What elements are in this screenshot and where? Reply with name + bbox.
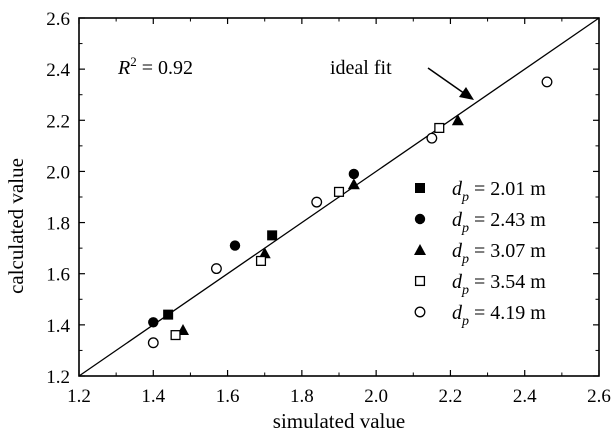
ideal-fit-arrow-shaft	[427, 67, 469, 97]
legend-marker-4	[414, 275, 426, 287]
data-point-series-5	[311, 196, 323, 208]
x-axis-label: simulated value	[273, 409, 405, 433]
y-tick-label: 2.4	[46, 60, 70, 81]
legend-label-2: dp = 2.43 m	[452, 209, 546, 236]
y-tick-label: 2.2	[46, 111, 70, 132]
data-point-series-4	[434, 122, 445, 134]
legend-marker-2	[414, 213, 426, 225]
y-tick-label: 2.0	[46, 162, 70, 183]
r2-annotation: R2 = 0.92	[117, 54, 193, 79]
legend-label-5: dp = 4.19 m	[452, 302, 546, 329]
ideal-fit-label: ideal fit	[330, 57, 392, 79]
legend-label-3: dp = 3.07 m	[452, 240, 546, 267]
r2-value: = 0.92	[137, 57, 193, 79]
data-point-series-1	[163, 309, 174, 320]
x-tick-label: 2.0	[364, 386, 388, 407]
data-point-series-3	[347, 178, 360, 190]
legend-label-1: dp = 2.01 m	[452, 178, 546, 205]
y-tick-label: 1.2	[46, 367, 70, 388]
data-point-series-2	[148, 317, 159, 328]
data-point-series-4	[255, 255, 267, 266]
y-tick-label: 2.6	[46, 9, 70, 30]
data-point-series-3	[451, 114, 464, 126]
legend-marker-1	[415, 183, 425, 193]
y-axis-label: calculated value	[4, 158, 28, 294]
data-point-series-2	[229, 240, 241, 251]
y-tick-label: 1.4	[46, 316, 70, 337]
data-point-series-3	[258, 247, 271, 259]
x-tick-label: 1.2	[67, 386, 91, 407]
data-point-series-4	[170, 330, 181, 341]
data-point-series-4	[333, 186, 345, 197]
x-tick-label: 2.4	[513, 386, 537, 407]
x-tick-label: 1.4	[141, 386, 165, 407]
data-point-series-2	[348, 168, 360, 180]
legend: dp = 2.01 m dp = 2.43 m dp = 3.07 m dp = 3.…	[414, 178, 546, 329]
x-tick-label: 2.6	[587, 386, 611, 407]
x-tick-label: 1.8	[290, 386, 314, 407]
y-tick-label: 1.6	[46, 265, 70, 286]
data-point-series-1	[267, 230, 278, 241]
x-tick-label: 1.6	[216, 386, 240, 407]
legend-marker-5	[414, 306, 426, 318]
ideal-fit-arrow-head	[459, 87, 474, 100]
legend-label-4: dp = 3.54 m	[452, 271, 546, 298]
y-tick-label: 1.8	[46, 214, 70, 235]
legend-marker-3	[414, 244, 426, 255]
plot-frame	[78, 17, 600, 377]
r2-symbol: R	[117, 57, 130, 79]
data-point-series-5	[426, 132, 438, 144]
data-point-series-5	[210, 263, 222, 275]
x-tick-label: 2.2	[439, 386, 463, 407]
data-point-series-5	[541, 76, 553, 88]
r2-superscript: 2	[130, 54, 137, 69]
data-point-series-5	[147, 337, 159, 349]
